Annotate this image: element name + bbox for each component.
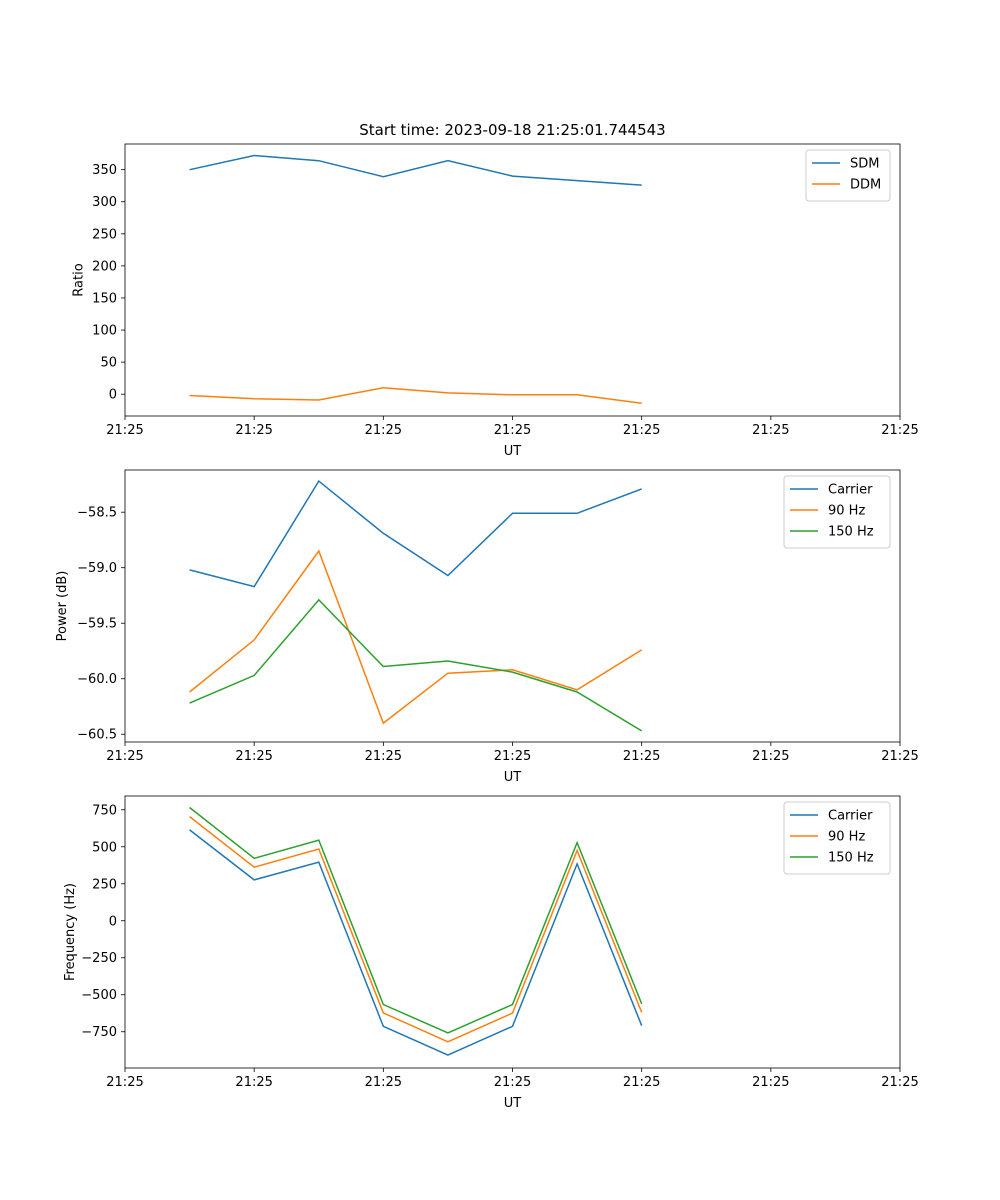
panel-3-x-axis-label: UT	[504, 1096, 522, 1111]
panel-2-x-tick-label: 21:25	[494, 749, 531, 764]
panel-1-x-tick-label: 21:25	[106, 423, 143, 438]
panel-3-x-tick-label: 21:25	[752, 1075, 789, 1090]
chart-title: Start time: 2023-09-18 21:25:01.744543	[359, 121, 665, 139]
panel-1-y-tick-label: 0	[109, 388, 117, 403]
panel-3-y-tick-label: −250	[81, 951, 117, 966]
panel-2-legend-label: 90 Hz	[828, 504, 865, 519]
panel-1-y-tick-label: 150	[92, 291, 117, 306]
panel-1-y-tick-label: 350	[92, 163, 117, 178]
panel-1-x-tick-label: 21:25	[365, 423, 402, 438]
panel-3-y-tick-label: 750	[92, 803, 117, 818]
panel-1-x-tick-label: 21:25	[235, 423, 272, 438]
panel-2-legend-label: Carrier	[828, 483, 873, 498]
panel-1-x-tick-label: 21:25	[494, 423, 531, 438]
panel-2-x-tick-label: 21:25	[365, 749, 402, 764]
panel-3-y-tick-label: 500	[92, 840, 117, 855]
panel-2-series-150-hz-line	[189, 598, 643, 732]
panel-2-y-tick-label: −58.5	[77, 506, 117, 521]
panel-1-y-tick-label: 200	[92, 259, 117, 274]
panel-3-series-carrier-line	[189, 829, 643, 1056]
panel-3-series-90-hz-line	[189, 816, 643, 1043]
panel-2-y-tick-label: −59.5	[77, 617, 117, 632]
panel-3-series-150-hz-line	[189, 806, 643, 1034]
panel-3-legend-label: Carrier	[828, 809, 873, 824]
panel-3-x-tick-label: 21:25	[623, 1075, 660, 1090]
panel-2-x-tick-label: 21:25	[881, 749, 918, 764]
panel-1-legend-label: SDM	[850, 157, 879, 172]
panel-1-x-tick-label: 21:25	[752, 423, 789, 438]
panel-1-y-axis-label: Ratio	[71, 263, 86, 296]
panel-1-series-sdm-line	[189, 154, 642, 186]
panel-2-x-tick-label: 21:25	[235, 749, 272, 764]
panel-2-x-axis-label: UT	[504, 770, 522, 785]
panel-3-legend	[783, 801, 891, 875]
panel-3-y-axis-label: Frequency (Hz)	[63, 883, 78, 981]
panel-3-y-tick-label: −500	[81, 988, 117, 1003]
panel-1-x-tick-label: 21:25	[623, 423, 660, 438]
panel-1-y-tick-label: 300	[92, 195, 117, 210]
panel-3-y-tick-label: 250	[92, 877, 117, 892]
panel-3-x-tick-label: 21:25	[494, 1075, 531, 1090]
panel-3-y-tick-label: 0	[109, 914, 117, 929]
panel-1-y-tick-label: 100	[92, 324, 117, 339]
panel-3-x-tick-label: 21:25	[106, 1075, 143, 1090]
panel-3-legend-label: 150 Hz	[828, 851, 874, 866]
panel-2-x-tick-label: 21:25	[623, 749, 660, 764]
panel-1-x-axis-label: UT	[504, 444, 522, 459]
panel-1-y-tick-label: 250	[92, 227, 117, 242]
panel-1-x-tick-label: 21:25	[881, 423, 918, 438]
panel-2-y-tick-label: −60.5	[77, 728, 117, 743]
panel-2-x-tick-label: 21:25	[752, 749, 789, 764]
panel-2-series-carrier-line	[189, 479, 642, 588]
panel-3-x-tick-label: 21:25	[235, 1075, 272, 1090]
panel-2-series-90-hz-line	[189, 549, 643, 725]
panel-1-legend-label: DDM	[850, 178, 881, 193]
panel-2-x-tick-label: 21:25	[106, 749, 143, 764]
panel-3-y-tick-label: −750	[81, 1025, 117, 1040]
panel-3-legend-label: 90 Hz	[828, 830, 865, 845]
panel-3-x-tick-label: 21:25	[881, 1075, 918, 1090]
panel-2-y-axis-label: Power (dB)	[55, 571, 70, 642]
panel-3-x-tick-label: 21:25	[365, 1075, 402, 1090]
panel-2-y-tick-label: −60.0	[77, 672, 117, 687]
panel-1-y-tick-label: 50	[100, 356, 117, 371]
panel-2-y-tick-label: −59.0	[77, 561, 117, 576]
panel-2-legend-label: 150 Hz	[828, 525, 874, 540]
panel-2-legend	[783, 475, 891, 549]
panel-1-series-ddm-line	[189, 387, 642, 404]
